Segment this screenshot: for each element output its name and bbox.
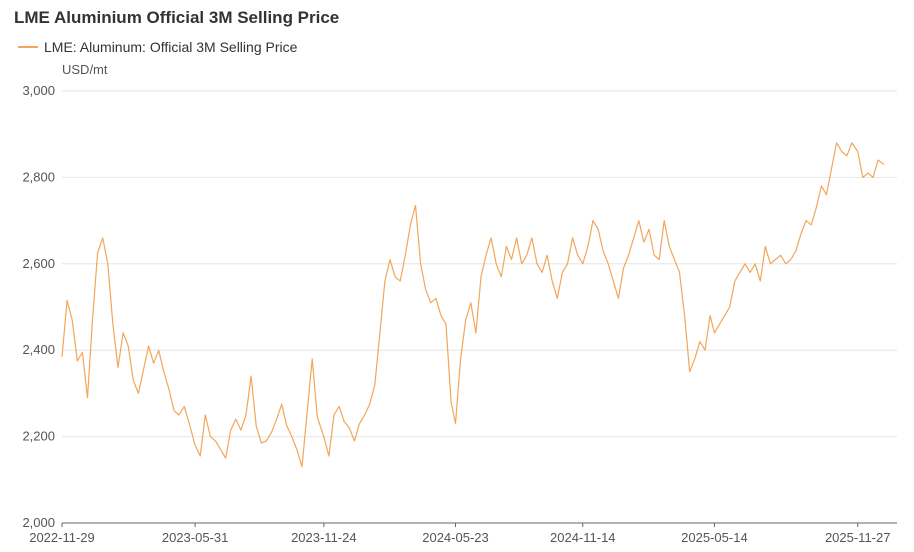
chart-title: LME Aluminium Official 3M Selling Price bbox=[14, 8, 340, 27]
x-tick-label: 2024-11-14 bbox=[550, 530, 616, 545]
y-tick-label: 2,800 bbox=[22, 169, 55, 184]
x-axis-ticks: 2022-11-29 2023-05-31 2023-11-24 2024-05-23… bbox=[29, 523, 890, 545]
y-tick-label: 2,000 bbox=[22, 515, 55, 530]
x-tick-label: 2022-11-29 bbox=[29, 530, 95, 545]
y-tick-label: 2,200 bbox=[22, 429, 55, 444]
gridlines bbox=[62, 90, 897, 438]
x-tick-label: 2025-05-14 bbox=[681, 530, 748, 545]
x-tick-label: 2023-11-24 bbox=[291, 530, 357, 545]
y-axis-ticks: 2,000 2,200 2,400 2,600 2,800 3,000 bbox=[22, 83, 55, 530]
y-tick-label: 2,400 bbox=[22, 342, 55, 357]
y-tick-label: 3,000 bbox=[22, 83, 55, 98]
y-tick-label: 2,600 bbox=[22, 256, 55, 271]
x-tick-label: 2025-11-27 bbox=[825, 530, 891, 545]
y-axis-unit-label: USD/mt bbox=[62, 62, 108, 77]
series-line-lme-aluminium bbox=[61, 142, 885, 468]
x-tick-label: 2024-05-23 bbox=[422, 530, 489, 545]
legend[interactable]: LME: Aluminum: Official 3M Selling Price bbox=[18, 39, 297, 55]
legend-swatch bbox=[18, 46, 38, 48]
legend-label: LME: Aluminum: Official 3M Selling Price bbox=[44, 39, 298, 55]
x-tick-label: 2023-05-31 bbox=[162, 530, 229, 545]
